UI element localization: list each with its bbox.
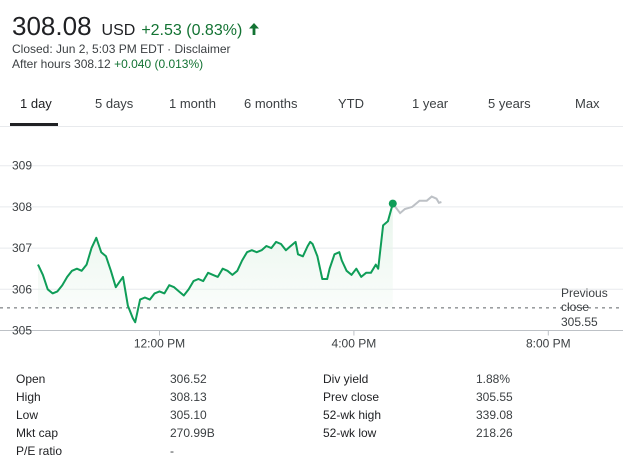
range-tabs: 1 day 5 days 1 month 6 months YTD 1 year… (0, 86, 623, 127)
stat-open-label: Open (16, 372, 46, 386)
previous-close-label-line1: Previous (561, 286, 608, 300)
y-tick-label: 309 (12, 159, 32, 173)
quote-header: 308.08 USD +2.53 (0.83%) Closed: Jun 2, … (12, 10, 260, 72)
stat-divyield-value: 1.88% (476, 372, 511, 386)
stat-pe-label: P/E ratio (16, 444, 63, 458)
after-hours-label: After hours 308.12 (12, 57, 111, 71)
stat-pe-value: - (170, 444, 174, 458)
tab-ytd[interactable]: YTD (338, 96, 364, 111)
tab-max[interactable]: Max (575, 96, 600, 111)
price-chart[interactable]: 305 306 307 308 309 12:00 PM 4:00 PM 8:00 PM P… (0, 150, 623, 355)
stat-52wkhigh-label: 52-wk high (323, 408, 382, 422)
after-hours-line (392, 195, 442, 215)
y-tick-label: 306 (12, 282, 32, 296)
y-tick-label: 307 (12, 241, 32, 255)
arrow-up-icon (248, 22, 260, 36)
x-tick-label: 4:00 PM (332, 337, 377, 351)
stat-prevclose-value: 305.55 (476, 390, 513, 404)
current-price: 308.08 (12, 11, 92, 41)
stat-low-value: 305.10 (170, 408, 207, 422)
previous-close-label-line2: close (561, 300, 589, 314)
currency-label: USD (101, 22, 136, 39)
stat-52wklow-label: 52-wk low (323, 426, 377, 440)
tab-6-months[interactable]: 6 months (244, 96, 298, 111)
stat-high-label: High (16, 390, 41, 404)
price-line (37, 203, 394, 324)
stat-52wklow-value: 218.26 (476, 426, 513, 440)
stat-mktcap-label: Mkt cap (16, 426, 59, 440)
stat-52wkhigh-value: 339.08 (476, 408, 513, 422)
close-point (388, 199, 397, 208)
price-change: +2.53 (0.83%) (141, 22, 243, 39)
y-tick-label: 305 (12, 324, 32, 338)
closed-status: Closed: Jun 2, 5:03 PM EDT · Disclaimer (12, 42, 260, 57)
stat-mktcap-value: 270.99B (170, 426, 215, 440)
closed-text: Closed: Jun 2, 5:03 PM EDT · Disclaimer (12, 42, 231, 56)
previous-close-value: 305.55 (561, 315, 598, 329)
price-area-fill (38, 203, 393, 323)
y-axis-ticks: 305 306 307 308 309 (12, 159, 32, 338)
tab-1-year[interactable]: 1 year (412, 96, 449, 111)
stat-prevclose-label: Prev close (323, 390, 380, 404)
stat-open-value: 306.52 (170, 372, 207, 386)
after-hours: After hours 308.12 +0.040 (0.013%) (12, 57, 260, 72)
stat-high-value: 308.13 (170, 390, 207, 404)
x-tick-label: 12:00 PM (134, 337, 185, 351)
stat-divyield-label: Div yield (323, 372, 369, 386)
x-tick-label: 8:00 PM (526, 337, 571, 351)
stat-low-label: Low (16, 408, 39, 422)
tab-1-day[interactable]: 1 day (20, 96, 52, 111)
tab-1-month[interactable]: 1 month (169, 96, 216, 111)
y-tick-label: 308 (12, 200, 32, 214)
active-tab-indicator (10, 123, 58, 126)
price-row: 308.08 USD +2.53 (0.83%) (12, 10, 260, 42)
after-hours-change: +0.040 (0.013%) (114, 57, 204, 71)
tab-5-days[interactable]: 5 days (95, 96, 134, 111)
tab-5-years[interactable]: 5 years (488, 96, 531, 111)
x-axis-ticks: 12:00 PM 4:00 PM 8:00 PM (134, 330, 571, 351)
